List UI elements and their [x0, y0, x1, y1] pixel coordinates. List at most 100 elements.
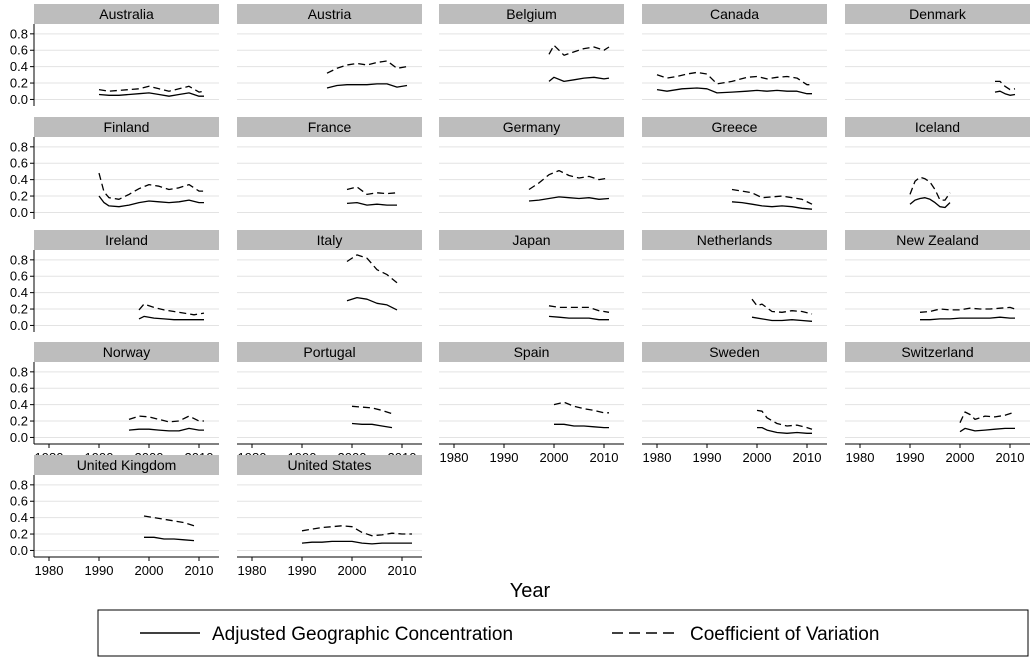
series-line-adjusted-concentration — [757, 426, 812, 434]
panel-strip — [237, 4, 422, 24]
series-line-coefficient-of-variation — [326, 60, 408, 74]
y-tick-label: 0.6 — [10, 494, 28, 509]
panel-title: Finland — [104, 119, 150, 135]
x-tick-label: 1990 — [896, 450, 925, 465]
series-line-adjusted-concentration — [528, 196, 610, 202]
panel-strip — [845, 230, 1030, 250]
series-line-adjusted-concentration — [548, 76, 610, 83]
series-line-coefficient-of-variation — [959, 411, 1016, 423]
panel: Canada — [642, 4, 827, 100]
y-tick-label: 0.0 — [10, 318, 28, 333]
panel-title: Sweden — [709, 344, 760, 360]
panel-title: Portugal — [303, 344, 355, 360]
y-tick-label: 0.0 — [10, 430, 28, 445]
panel-strip — [439, 230, 624, 250]
series-line-adjusted-concentration — [920, 316, 1015, 321]
panel-title: Spain — [514, 344, 550, 360]
panel-strip — [34, 117, 219, 137]
x-tick-label: 2010 — [996, 450, 1025, 465]
panel-title: Italy — [317, 232, 343, 248]
panel-strip — [642, 4, 827, 24]
series-line-coefficient-of-variation — [548, 44, 610, 56]
panel-title: Norway — [103, 344, 150, 360]
panel-title: Belgium — [506, 6, 557, 22]
legend-label-solid: Adjusted Geographic Concentration — [212, 624, 513, 645]
x-axis-title: Year — [510, 580, 551, 602]
series-line-adjusted-concentration — [909, 197, 951, 209]
series-line-adjusted-concentration — [98, 195, 204, 208]
y-tick-label: 0.8 — [10, 477, 28, 492]
panel-strip — [642, 117, 827, 137]
series-line-adjusted-concentration — [144, 536, 195, 542]
legend-box — [97, 609, 1029, 657]
series-line-coefficient-of-variation — [346, 254, 398, 284]
y-tick-label: 0.6 — [10, 43, 28, 58]
panel: United Kingdom 0.00.2 0.40.6 0.8 1980 1990 200… — [10, 455, 219, 578]
x-tick-label: 2010 — [185, 563, 214, 578]
x-tick-label: 1980 — [35, 563, 64, 578]
x-tick-label: 2000 — [135, 563, 164, 578]
series-line-coefficient-of-variation — [919, 306, 1016, 313]
panel-strip — [34, 342, 219, 362]
panel: Spain 1980 1990 2000 2010 — [439, 342, 624, 465]
series-line-adjusted-concentration — [751, 316, 813, 322]
series-line-coefficient-of-variation — [656, 71, 812, 86]
panel-title: Netherlands — [697, 232, 773, 248]
y-tick-label: 0.8 — [10, 139, 28, 154]
series-line-adjusted-concentration — [656, 87, 812, 95]
panel-strip — [237, 117, 422, 137]
y-tick-label: 0.2 — [10, 414, 28, 429]
panel-strip — [439, 117, 624, 137]
panel-title: Canada — [710, 6, 759, 22]
y-tick-label: 0.8 — [10, 252, 28, 267]
series-line-coefficient-of-variation — [731, 188, 813, 205]
series-line-coefficient-of-variation — [548, 305, 610, 313]
panel-title: United States — [287, 457, 371, 473]
panel-title: Japan — [512, 232, 550, 248]
panel-strip — [845, 4, 1030, 24]
y-tick-label: 0.4 — [10, 59, 28, 74]
y-tick-label: 0.6 — [10, 381, 28, 396]
panel-title: Austria — [308, 6, 352, 22]
panel-title: Greece — [712, 119, 758, 135]
x-tick-label: 2000 — [743, 450, 772, 465]
series-line-adjusted-concentration — [554, 423, 609, 429]
panel: France — [237, 117, 422, 213]
x-tick-label: 2000 — [540, 450, 569, 465]
y-tick-label: 0.4 — [10, 510, 28, 525]
x-tick-label: 1980 — [643, 450, 672, 465]
x-tick-label: 1980 — [238, 563, 267, 578]
series-line-adjusted-concentration — [138, 315, 204, 321]
series-line-adjusted-concentration — [959, 427, 1015, 433]
series-line-adjusted-concentration — [346, 296, 398, 311]
panel: Japan — [439, 230, 624, 326]
panel: Portugal1980199020002010 — [237, 342, 422, 465]
panel: Switzerland 1980 1990 2000 2010 — [845, 342, 1030, 465]
y-tick-label: 0.4 — [10, 172, 28, 187]
panel: Sweden 1980 1990 2000 2010 — [642, 342, 827, 465]
x-tick-label: 2010 — [793, 450, 822, 465]
panel: New Zealand — [845, 230, 1030, 326]
x-tick-label: 1990 — [85, 563, 114, 578]
panel-strip — [845, 342, 1030, 362]
series-line-coefficient-of-variation — [751, 298, 813, 315]
series-line-coefficient-of-variation — [98, 172, 204, 200]
panel: Belgium — [439, 4, 624, 100]
panel: Italy — [237, 230, 422, 326]
series-line-adjusted-concentration — [326, 83, 408, 89]
panel: United States 1980 1990 2000 2010 — [237, 455, 422, 578]
y-tick-label: 0.2 — [10, 527, 28, 542]
panel: Germany — [439, 117, 624, 213]
panel: Netherlands — [642, 230, 827, 326]
panel-title: Germany — [503, 119, 561, 135]
panel-title: United Kingdom — [77, 457, 177, 473]
y-tick-label: 0.6 — [10, 269, 28, 284]
panel-strip — [34, 4, 219, 24]
panel-strip — [845, 117, 1030, 137]
panel-title: France — [308, 119, 352, 135]
legend-label-dashed: Coefficient of Variation — [690, 624, 879, 645]
panel: Ireland 0.00.2 0.40.6 0.8 — [10, 230, 219, 333]
